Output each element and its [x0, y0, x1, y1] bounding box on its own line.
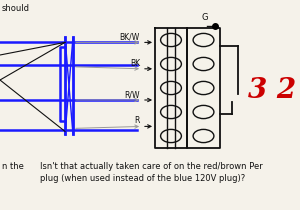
Ellipse shape: [160, 129, 182, 143]
Text: should: should: [2, 4, 30, 13]
Ellipse shape: [193, 105, 214, 119]
Text: G: G: [202, 13, 208, 22]
Text: plug (when used instead of the blue 120V plug)?: plug (when used instead of the blue 120V…: [40, 174, 245, 183]
Ellipse shape: [160, 105, 182, 119]
Text: BK: BK: [130, 59, 140, 68]
Ellipse shape: [193, 57, 214, 71]
Ellipse shape: [193, 33, 214, 47]
Ellipse shape: [193, 81, 214, 94]
Ellipse shape: [160, 33, 182, 47]
Text: R/W: R/W: [124, 90, 140, 99]
Text: R: R: [135, 116, 140, 125]
Text: n the: n the: [2, 162, 24, 171]
Ellipse shape: [160, 57, 182, 71]
Ellipse shape: [160, 81, 182, 94]
Text: 3 2: 3 2: [248, 76, 296, 104]
Text: Isn't that actually taken care of on the red/brown Per: Isn't that actually taken care of on the…: [40, 162, 263, 171]
Text: BK/W: BK/W: [120, 32, 140, 41]
Ellipse shape: [193, 129, 214, 143]
